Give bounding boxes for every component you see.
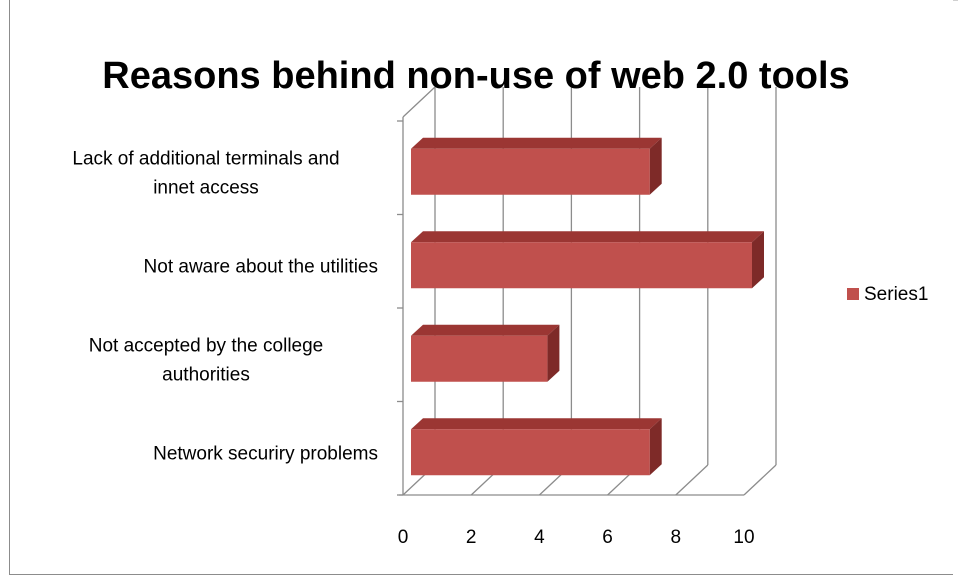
bar-top-face: [411, 137, 662, 149]
x-tick-label: 6: [602, 527, 613, 548]
bar-front-face: [411, 335, 548, 382]
bar: [411, 231, 764, 289]
x-axis-tick-labels: 0 2 4 6 8 10: [398, 527, 755, 548]
x-tick-label: 8: [671, 527, 682, 548]
category-label: Not aware about the utilities: [144, 256, 378, 277]
floor-gridline: [743, 464, 777, 496]
category-label: authorities: [162, 364, 250, 385]
category-labels: Lack of additional terminals and innet ac…: [72, 148, 378, 464]
x-tick-label: 10: [733, 527, 754, 548]
legend: Series1: [847, 284, 928, 305]
bar: [411, 137, 662, 195]
bar-side-face: [649, 418, 662, 476]
bar-top-face: [411, 231, 764, 243]
category-label: Network securiry problems: [153, 443, 378, 464]
bar: [411, 324, 560, 382]
x-tick-label: 4: [534, 527, 545, 548]
bar-side-face: [752, 231, 764, 289]
category-label: innet access: [153, 177, 259, 198]
bar-top-face: [411, 324, 560, 336]
legend-label: Series1: [864, 284, 928, 305]
bar-top-face: [411, 418, 662, 430]
category-label: Lack of additional terminals and: [72, 148, 339, 169]
bar-front-face: [411, 148, 650, 195]
category-label: Not accepted by the college: [89, 335, 324, 356]
bar-side-face: [547, 324, 560, 382]
bar-front-face: [411, 429, 650, 476]
x-tick-label: 2: [466, 527, 477, 548]
floor-gridline: [675, 464, 709, 496]
x-tick-label: 0: [398, 527, 409, 548]
chart-title: Reasons behind non-use of web 2.0 tools: [102, 55, 849, 97]
left-wall-top-edge: [402, 86, 436, 118]
bar: [411, 418, 662, 476]
bar-side-face: [649, 137, 662, 195]
bar-front-face: [411, 242, 752, 289]
bars: [411, 137, 764, 476]
legend-swatch: [847, 288, 859, 300]
